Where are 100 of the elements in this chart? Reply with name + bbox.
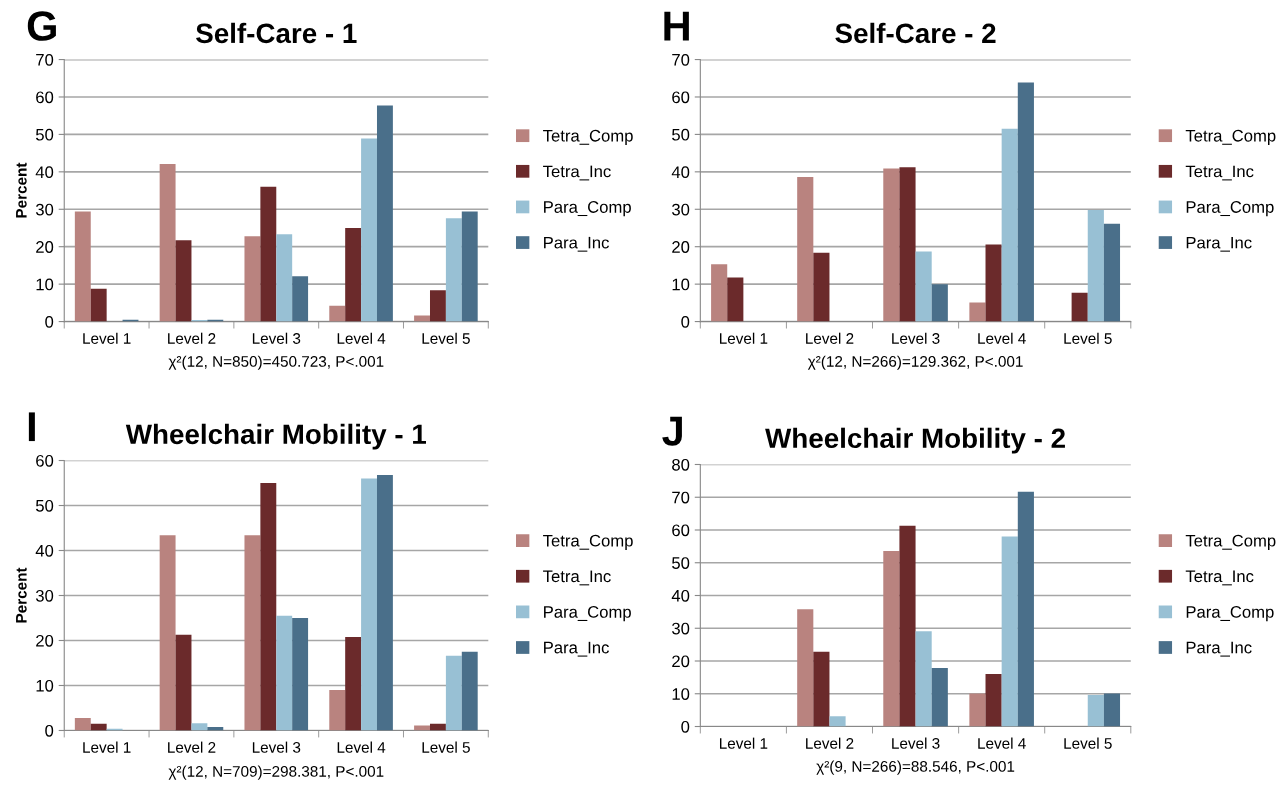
bar	[376, 474, 393, 731]
bar	[429, 290, 446, 322]
bar	[244, 535, 261, 731]
x-tick-label: Level 5	[422, 741, 470, 753]
bar	[260, 186, 277, 322]
bar	[175, 634, 192, 731]
legend-label: Tetra_Comp	[1185, 534, 1276, 550]
bar	[244, 236, 261, 322]
y-tick-label: 50	[672, 128, 690, 141]
bar	[345, 227, 362, 322]
bar	[461, 211, 478, 322]
x-tick-label: Level 2	[806, 737, 854, 749]
chart-title: Wheelchair Mobility - 2	[765, 427, 1065, 454]
y-tick-label: 70	[672, 53, 690, 66]
x-tick-label: Level 3	[252, 332, 301, 344]
x-tick-label: Level 3	[892, 332, 940, 344]
bar	[329, 305, 346, 322]
x-tick-label: Level 5	[1064, 332, 1112, 344]
y-tick-label: 0	[45, 315, 54, 328]
chart-title: Self-Care - 2	[835, 22, 996, 44]
x-tick-label: Level 2	[168, 332, 216, 344]
y-tick-label: 60	[672, 524, 690, 537]
bar	[1017, 82, 1034, 322]
y-tick-label: 80	[672, 458, 690, 471]
legend-label: Tetra_Comp	[543, 534, 633, 550]
legend-label: Tetra_Inc	[1185, 165, 1254, 181]
bar	[159, 535, 176, 731]
x-tick-label: Level 1	[720, 737, 768, 749]
bar	[445, 655, 462, 731]
bar	[74, 717, 91, 731]
y-tick-label: 0	[681, 720, 690, 733]
legend-label: Para_Comp	[1186, 201, 1274, 217]
bar	[931, 284, 948, 322]
y-tick-label: 60	[36, 454, 54, 467]
bar	[1071, 292, 1088, 322]
legend-label: Tetra_Comp	[1185, 129, 1276, 145]
y-tick-label: 70	[36, 53, 54, 66]
text: I	[28, 412, 35, 442]
y-tick-label: 20	[36, 241, 54, 253]
x-tick-label: Level 4	[978, 332, 1026, 344]
bar	[899, 525, 916, 727]
bar	[429, 723, 446, 731]
bar	[969, 302, 986, 322]
chart-title: Self-Care - 1	[196, 22, 357, 44]
y-axis-title: Percent	[16, 567, 27, 623]
bar	[883, 168, 900, 322]
legend-label: Para_Inc	[1186, 236, 1252, 252]
x-tick-label: Level 1	[83, 741, 131, 753]
legend-label: Para_Inc	[1186, 641, 1252, 657]
y-tick-label: 40	[671, 589, 690, 602]
y-tick-label: 60	[36, 91, 54, 104]
x-tick-label: Level 3	[892, 737, 940, 749]
bar	[90, 288, 107, 322]
bar	[985, 244, 1002, 322]
y-tick-label: 0	[681, 315, 690, 328]
bar	[1087, 210, 1104, 322]
bar	[1087, 695, 1104, 727]
y-axis-title: Percent	[16, 162, 27, 218]
legend-label: Para_Inc	[544, 236, 609, 252]
bar	[899, 167, 916, 322]
y-tick-label: 20	[672, 241, 690, 253]
y-tick-label: 70	[672, 491, 690, 504]
bar	[797, 609, 814, 727]
bar	[361, 138, 377, 322]
bar	[1001, 536, 1018, 727]
y-tick-label: 10	[672, 278, 690, 291]
legend-label: Para_Comp	[544, 606, 631, 622]
x-tick-label: Level 4	[337, 332, 386, 344]
x-tick-label: Level 1	[720, 332, 768, 344]
y-tick-label: 30	[35, 589, 54, 602]
text: χ²(12, N=850)=450.723, P<.001	[168, 355, 384, 370]
bar	[260, 483, 277, 731]
bar	[1103, 693, 1121, 727]
bar	[829, 716, 846, 727]
y-tick-label: 40	[35, 544, 54, 557]
bar	[915, 251, 932, 322]
y-tick-label: 50	[672, 557, 690, 569]
bar	[727, 277, 744, 322]
x-tick-label: Level 2	[806, 332, 854, 344]
y-tick-label: 30	[672, 622, 690, 635]
chart-title: Wheelchair Mobility - 1	[125, 423, 426, 450]
y-tick-label: 10	[36, 278, 54, 291]
legend-label: Para_Comp	[544, 201, 631, 217]
bar	[931, 667, 948, 727]
bar	[159, 163, 176, 322]
y-tick-label: 20	[672, 655, 690, 668]
bar	[797, 177, 814, 322]
x-tick-label: Level 5	[1064, 737, 1112, 749]
bar	[915, 631, 932, 727]
bar	[276, 615, 293, 731]
legend-label: Para_Inc	[544, 641, 609, 657]
x-tick-label: Level 4	[978, 737, 1026, 749]
text: χ²(12, N=266)=129.362, P<.001	[807, 355, 1023, 370]
bar	[376, 105, 393, 322]
bar	[90, 723, 107, 731]
bar	[445, 218, 462, 322]
y-tick-label: 10	[672, 688, 690, 700]
bar	[345, 636, 362, 731]
bar	[711, 264, 728, 322]
x-tick-label: Level 4	[337, 741, 386, 753]
